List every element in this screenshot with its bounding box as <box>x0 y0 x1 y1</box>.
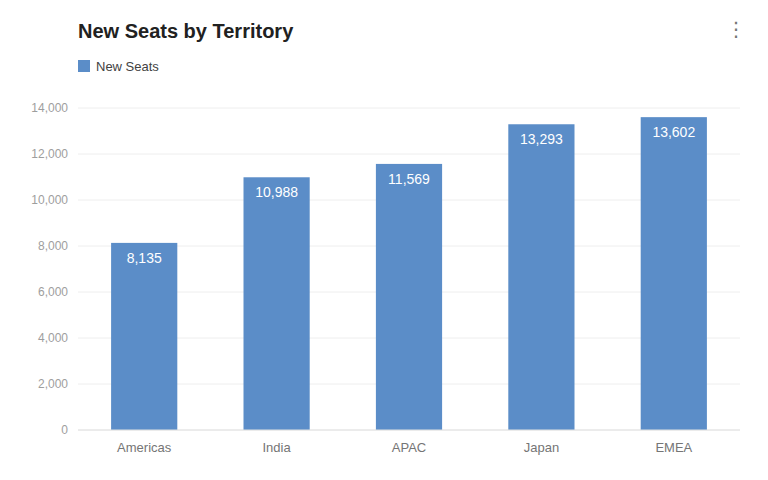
legend-label: New Seats <box>96 59 159 74</box>
background <box>0 0 768 480</box>
bar <box>376 164 442 430</box>
y-grid <box>78 108 740 430</box>
bars <box>111 117 707 430</box>
data-labels: 8,135 10,988 11,569 13,293 13,602 <box>127 124 696 266</box>
data-label: 11,569 <box>388 171 430 187</box>
x-tick-label: Americas <box>117 440 172 455</box>
x-axis-line <box>78 430 740 431</box>
data-label: 13,602 <box>652 124 695 140</box>
bar <box>111 243 177 430</box>
y-tick-label: 0 <box>61 423 68 437</box>
bar <box>244 177 310 430</box>
chart: New Seats by Territory ⋮ 0 2,000 4,000 6,000 8… <box>0 0 768 480</box>
legend-swatch <box>78 60 90 72</box>
bar <box>641 117 707 430</box>
x-tick-label: EMEA <box>655 440 692 455</box>
y-tick-label: 2,000 <box>38 377 68 391</box>
data-label: 8,135 <box>127 250 162 266</box>
y-tick-label: 10,000 <box>31 193 68 207</box>
grid-line <box>78 108 740 109</box>
y-tick-label: 14,000 <box>31 101 68 115</box>
grid-line <box>78 430 740 431</box>
data-label: 13,293 <box>520 131 563 147</box>
y-tick-label: 8,000 <box>38 239 68 253</box>
x-tick-label: India <box>262 440 291 455</box>
x-tick-label: Japan <box>524 440 559 455</box>
y-tick-label: 12,000 <box>31 147 68 161</box>
title: New Seats by Territory <box>78 20 294 42</box>
x-tick-label: APAC <box>392 440 426 455</box>
data-label: 10,988 <box>255 184 298 200</box>
bar <box>508 124 574 430</box>
chart-container: New Seats by Territory ⋮ 0 2,000 4,000 6,000 8… <box>0 0 768 480</box>
annotation: ⋮ <box>726 17 746 41</box>
y-tick-label: 4,000 <box>38 331 68 345</box>
y-tick-label: 6,000 <box>38 285 68 299</box>
legend: New Seats <box>78 59 159 74</box>
